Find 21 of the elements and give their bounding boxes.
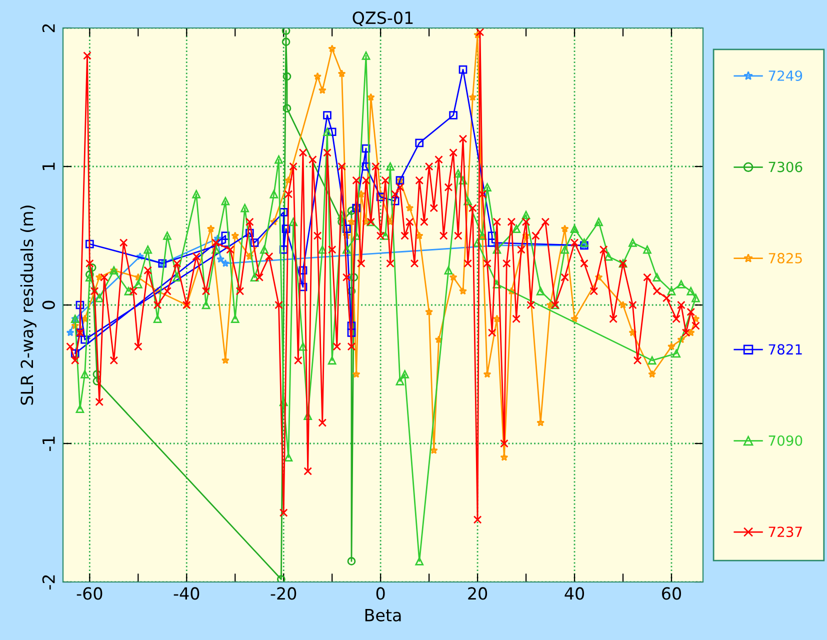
y-axis-title: SLR 2-way residuals (m) (20, 206, 36, 405)
legend-label: 7825 (768, 252, 802, 264)
legend-label: 7306 (768, 162, 802, 172)
legend-label: 7821 (768, 344, 802, 355)
x-axis-title: Beta (365, 609, 401, 622)
x-tick-label: -60 (76, 587, 102, 600)
legend-label: 7237 (768, 526, 802, 538)
x-tick-label: 40 (564, 587, 584, 600)
chart-title: QZS-01 (352, 11, 413, 26)
y-tick-label: 1 (42, 162, 55, 170)
legend-label: 7249 (768, 70, 802, 81)
x-tick-label: -20 (270, 587, 296, 600)
legend-label: 7090 (768, 435, 802, 446)
y-tick-label: 0 (42, 300, 55, 310)
x-tick-label: -40 (174, 587, 200, 600)
y-tick-label: -2 (42, 575, 55, 590)
x-tick-label: 0 (376, 587, 385, 600)
y-tick-label: -1 (42, 436, 55, 451)
y-tick-label: 2 (42, 24, 55, 32)
x-tick-label: 20 (468, 587, 488, 600)
x-tick-label: 60 (662, 587, 681, 600)
